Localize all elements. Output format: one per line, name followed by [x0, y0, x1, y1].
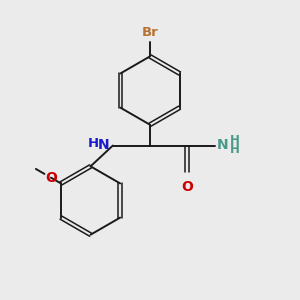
- Text: O: O: [45, 171, 57, 184]
- Text: O: O: [181, 180, 193, 194]
- Text: H: H: [230, 143, 239, 156]
- Text: Br: Br: [142, 26, 158, 38]
- Text: N: N: [98, 138, 110, 152]
- Text: N: N: [217, 138, 229, 152]
- Text: H: H: [88, 137, 99, 150]
- Text: H: H: [230, 134, 239, 147]
